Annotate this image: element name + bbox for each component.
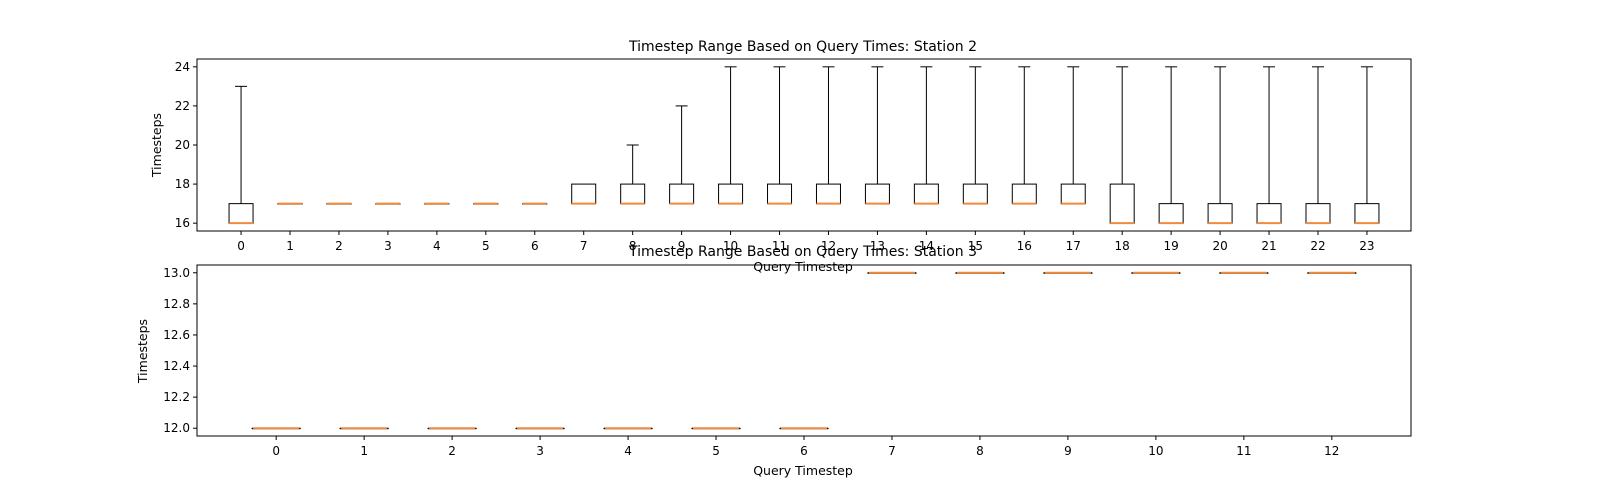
box-0: [228, 85, 254, 225]
box-14: [913, 66, 939, 205]
x-tick-label: 17: [1066, 239, 1081, 253]
box-7: [571, 183, 597, 205]
x-tick-label: 10: [723, 239, 738, 253]
box-13: [864, 66, 890, 205]
box-7: [867, 271, 917, 274]
chart-panel-station-3: Timestep Range Based on Query Times: Sta…: [135, 244, 1412, 478]
x-tick-label: 22: [1310, 239, 1325, 253]
x-tick-label: 5: [712, 444, 720, 458]
y-tick-label: 12.0: [163, 421, 190, 435]
box-1: [277, 202, 303, 205]
y-tick-label: 13.0: [163, 266, 190, 280]
y-axis-label: Timesteps: [135, 319, 150, 384]
x-axis-label: Query Timestep: [753, 259, 853, 274]
x-tick-label: 2: [448, 444, 456, 458]
box-1: [339, 427, 389, 430]
box-0: [251, 427, 301, 430]
box-12: [815, 66, 841, 205]
x-tick-label: 18: [1115, 239, 1130, 253]
box-11: [767, 66, 793, 205]
y-tick-label: 20: [175, 138, 190, 152]
box-18: [1109, 66, 1135, 225]
box-8: [620, 144, 646, 205]
box-23: [1354, 66, 1380, 225]
box-6: [522, 202, 548, 205]
box-15: [962, 66, 988, 205]
y-tick-label: 22: [175, 99, 190, 113]
x-tick-label: 4: [624, 444, 632, 458]
box-9: [1043, 271, 1093, 274]
y-tick-label: 12.6: [163, 328, 190, 342]
x-tick-label: 21: [1261, 239, 1276, 253]
box-2: [326, 202, 352, 205]
x-tick-label: 4: [433, 239, 441, 253]
box-11: [1219, 271, 1269, 274]
x-tick-label: 3: [384, 239, 392, 253]
x-tick-label: 19: [1163, 239, 1178, 253]
x-axis-label: Query Timestep: [753, 463, 853, 478]
y-axis-label: Timesteps: [149, 113, 164, 178]
x-tick-label: 10: [1148, 444, 1163, 458]
x-tick-label: 12: [1324, 444, 1339, 458]
x-tick-label: 15: [968, 239, 983, 253]
box-5: [691, 427, 741, 430]
box-21: [1256, 66, 1282, 225]
box-6: [779, 427, 829, 430]
x-tick-label: 8: [976, 444, 984, 458]
x-tick-label: 11: [1236, 444, 1251, 458]
box-12: [1307, 271, 1357, 274]
x-tick-label: 0: [272, 444, 280, 458]
box-16: [1011, 66, 1037, 205]
x-tick-label: 23: [1359, 239, 1374, 253]
plot-area: 12.012.212.412.612.813.00 1 2 3 4 5 6 7 8 9 10 11 12: [163, 264, 1412, 458]
x-tick-label: 20: [1212, 239, 1227, 253]
x-tick-label: 3: [536, 444, 544, 458]
box-8: [955, 271, 1005, 274]
x-tick-label: 9: [678, 239, 686, 253]
box-3: [515, 427, 565, 430]
y-tick-label: 12.2: [163, 390, 190, 404]
box-3: [375, 202, 401, 205]
box-17: [1060, 66, 1086, 205]
x-tick-label: 13: [870, 239, 885, 253]
box-2: [427, 427, 477, 430]
box-4: [424, 202, 450, 205]
chart-title: Timestep Range Based on Query Times: Sta…: [628, 244, 977, 260]
x-tick-label: 7: [888, 444, 896, 458]
x-tick-label: 14: [919, 239, 934, 253]
box-5: [473, 202, 499, 205]
x-tick-label: 6: [800, 444, 808, 458]
x-tick-label: 11: [772, 239, 787, 253]
box-10: [1131, 271, 1181, 274]
chart-title: Timestep Range Based on Query Times: Sta…: [628, 39, 977, 55]
x-tick-label: 1: [286, 239, 294, 253]
x-tick-label: 2: [335, 239, 343, 253]
y-tick-label: 24: [175, 60, 190, 74]
y-tick-label: 16: [175, 216, 190, 230]
box-20: [1207, 66, 1233, 225]
box-9: [669, 105, 695, 205]
box-22: [1305, 66, 1331, 225]
x-tick-label: 7: [580, 239, 588, 253]
x-tick-label: 5: [482, 239, 490, 253]
box-4: [603, 427, 653, 430]
box-10: [718, 66, 744, 205]
x-tick-label: 6: [531, 239, 539, 253]
x-tick-label: 9: [1064, 444, 1072, 458]
y-tick-label: 18: [175, 177, 190, 191]
y-tick-label: 12.4: [163, 359, 190, 373]
x-tick-label: 16: [1017, 239, 1032, 253]
x-tick-label: 8: [629, 239, 637, 253]
x-tick-label: 1: [360, 444, 368, 458]
box-19: [1158, 66, 1184, 225]
y-tick-label: 12.8: [163, 297, 190, 311]
x-tick-label: 12: [821, 239, 836, 253]
chart-panel-station-2: Timestep Range Based on Query Times: Sta…: [149, 39, 1412, 274]
x-tick-label: 0: [237, 239, 245, 253]
